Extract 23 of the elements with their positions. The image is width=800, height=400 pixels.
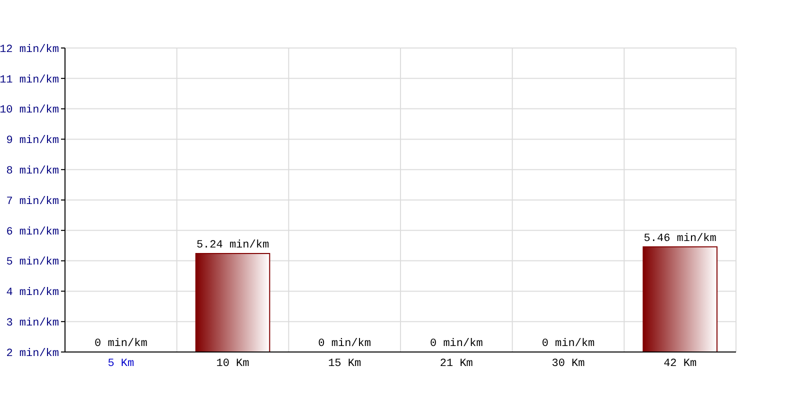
y-tick-label: 8 min/km: [6, 165, 60, 178]
x-tick-label: 21 Km: [440, 358, 474, 370]
y-tick-label: 4 min/km: [6, 287, 60, 300]
text: 0 min/km: [542, 338, 595, 350]
x-tick-label: 15 Km: [328, 358, 362, 370]
x-tick-label: 10 Km: [216, 358, 250, 370]
x-tick-label: 42 Km: [664, 358, 697, 370]
y-tick-label: 12 min/km: [0, 44, 60, 56]
data-label: 5.46 min/km: [644, 232, 717, 245]
y-tick-label: 7 min/km: [6, 196, 60, 208]
y-tick-label: 2 min/km: [6, 348, 60, 360]
x-tick-label: 30 Km: [552, 358, 586, 370]
y-tick-label: 11 min/km: [0, 74, 60, 86]
text: 0 min/km: [318, 338, 371, 350]
y-tick-label: 3 min/km: [6, 317, 60, 330]
text: 0 min/km: [430, 338, 483, 350]
text: 0 min/km: [94, 338, 148, 350]
y-tick-label: 6 min/km: [6, 226, 60, 238]
data-label: 5.24 min/km: [196, 240, 270, 252]
y-tick-label: 10 min/km: [0, 104, 60, 117]
y-tick-label: 5 min/km: [6, 256, 60, 269]
x-tick-label: 5 Km: [108, 358, 135, 370]
y-tick-label: 9 min/km: [6, 135, 60, 148]
